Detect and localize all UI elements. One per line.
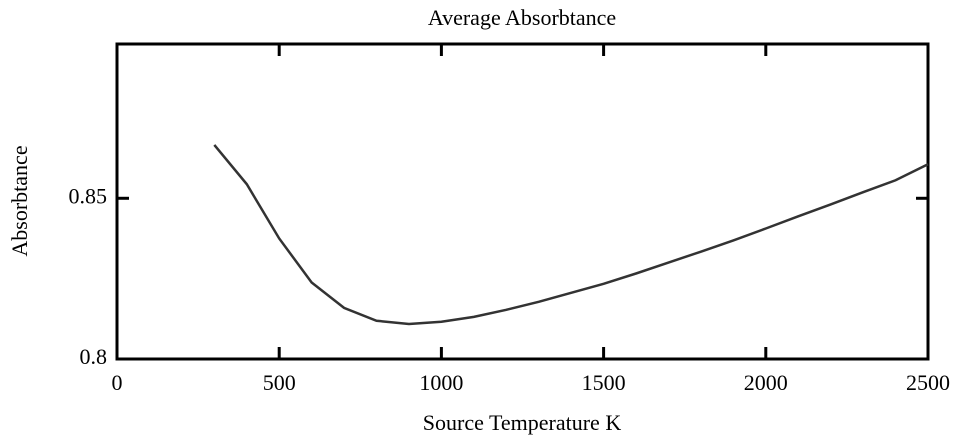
chart-title: Average Absorbtance xyxy=(428,5,616,30)
plot-frame xyxy=(115,42,930,361)
x-axis-label: Source Temperature K xyxy=(423,410,622,435)
x-tick-label: 1000 xyxy=(419,370,463,395)
x-tick-label: 2500 xyxy=(906,370,950,395)
x-tick-label: 0 xyxy=(112,370,123,395)
y-axis-label: Absorbtance xyxy=(7,145,32,256)
x-tick-label: 1500 xyxy=(582,370,626,395)
y-tick-label: 0.8 xyxy=(80,344,108,369)
x-tick-label: 2000 xyxy=(744,370,788,395)
y-tick-label: 0.85 xyxy=(69,183,108,208)
data-line xyxy=(213,144,929,326)
x-tick-label: 500 xyxy=(263,370,296,395)
